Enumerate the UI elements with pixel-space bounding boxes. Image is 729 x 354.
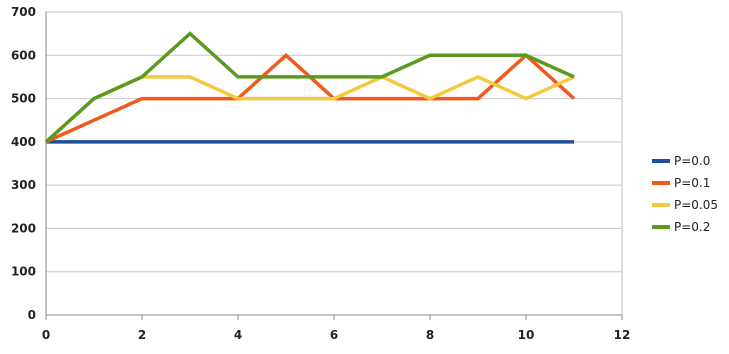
legend-swatch	[652, 203, 670, 207]
x-tick-label: 6	[330, 328, 338, 342]
y-tick-label: 600	[11, 48, 36, 62]
legend-label: P=0.05	[674, 198, 719, 212]
tick-labels: 0 100 200 300 400 500 600 700 0 2 4 6 8 10 12	[11, 5, 630, 342]
legend-item: P=0.05	[652, 194, 718, 216]
series-line-P=0.2	[44, 31, 575, 144]
series-line-P=0.05	[44, 74, 575, 144]
plot-area-border	[45, 11, 623, 316]
legend-label: P=0.0	[674, 154, 711, 168]
legend-item: P=0.2	[652, 216, 718, 238]
x-tick-label: 8	[426, 328, 434, 342]
legend-label: P=0.2	[674, 220, 711, 234]
legend-label: P=0.1	[674, 176, 711, 190]
y-tick-label: 300	[11, 178, 36, 192]
x-tick-label: 4	[234, 328, 242, 342]
chart-legend: P=0.0 P=0.1 P=0.05 P=0.2	[652, 150, 718, 238]
legend-swatch	[652, 225, 670, 229]
x-tick-label: 10	[518, 328, 535, 342]
y-tick-label: 0	[28, 308, 36, 322]
x-tick-label: 0	[42, 328, 50, 342]
legend-item: P=0.0	[652, 150, 718, 172]
legend-item: P=0.1	[652, 172, 718, 194]
x-tick-label: 2	[138, 328, 146, 342]
grid-lines	[45, 11, 623, 316]
y-tick-label: 500	[11, 92, 36, 106]
y-tick-label: 200	[11, 221, 36, 235]
legend-swatch	[652, 159, 670, 163]
x-tick-label: 12	[614, 328, 631, 342]
y-tick-label: 100	[11, 265, 36, 279]
y-tick-label: 700	[11, 5, 36, 19]
y-tick-label: 400	[11, 135, 36, 149]
legend-swatch	[652, 181, 670, 185]
axes	[45, 12, 623, 320]
series-lines	[44, 31, 576, 144]
